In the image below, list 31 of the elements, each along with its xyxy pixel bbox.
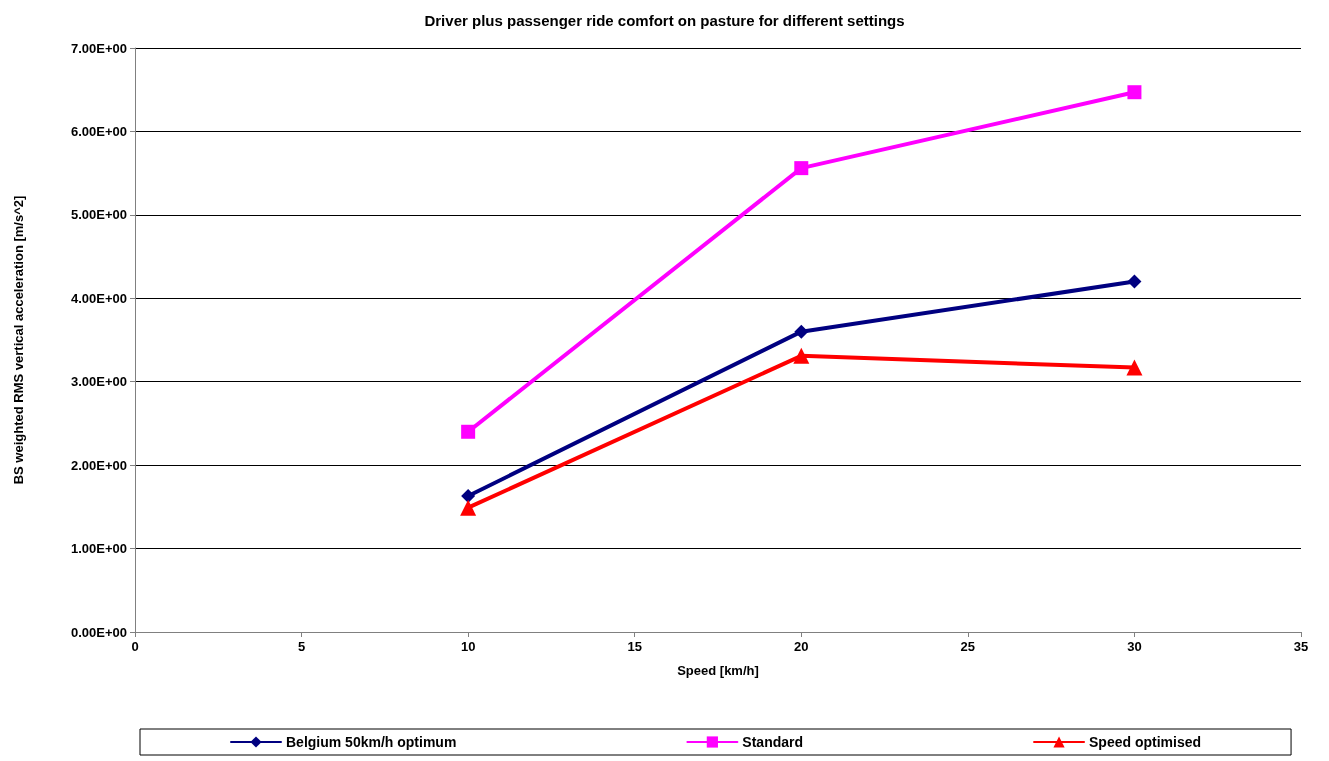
y-tick-label: 1.00E+00 [70,541,127,557]
point [794,324,809,339]
legend-label: Standard [742,734,804,750]
y-tick-label: 5.00E+00 [70,207,127,223]
x-tick-label: 20 [794,639,809,654]
point [461,424,476,439]
x-tick-label: 15 [627,639,642,654]
point [1127,85,1142,100]
point [794,161,809,176]
y-axis-title: BS weighted RMS vertical acceleration [m/s^2] [11,195,26,485]
x-tick-label: 0 [131,639,139,654]
x-tick-label: 30 [1127,639,1142,654]
x-tick-label: 5 [297,639,306,654]
x-tick-label: 25 [960,639,976,654]
point [1127,274,1142,289]
y-tick-label: 4.00E+00 [70,290,127,306]
y-tick-label: 3.00E+00 [70,374,127,390]
legend-label: Speed optimised [1089,734,1202,750]
y-tick-label: 6.00E+00 [70,123,127,139]
y-tick-label: 0.00E+00 [70,624,127,640]
chart-title: Driver plus passenger ride comfort on pasture for different settings [424,12,905,29]
point [460,499,477,516]
x-axis-title: Speed [km/h] [677,663,759,678]
y-tick-label: 7.00E+00 [70,40,127,56]
legend-label: Belgium 50km/h optimum [286,734,457,750]
point [793,347,810,364]
point [1126,359,1143,376]
y-tick-label: 2.00E+00 [70,457,127,473]
x-tick-label: 35 [1293,639,1309,654]
x-tick-label: 10 [460,639,476,654]
point [461,489,476,504]
